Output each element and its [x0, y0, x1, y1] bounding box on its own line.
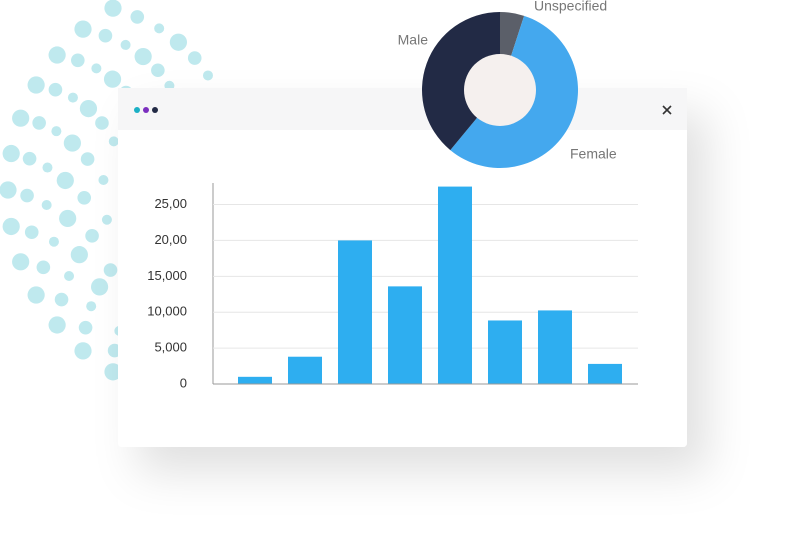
dot: [101, 214, 112, 225]
dot: [2, 144, 20, 163]
window-dot: [134, 107, 140, 113]
dot: [154, 23, 165, 34]
dot: [98, 28, 113, 43]
y-tick-label: 0: [180, 375, 187, 390]
dot: [104, 363, 122, 381]
y-tick-label: 10,000: [147, 304, 187, 319]
y-tick-label: 5,000: [154, 340, 187, 355]
dot: [74, 342, 92, 360]
donut-hole: [464, 54, 536, 126]
dot: [22, 151, 37, 166]
dot: [151, 63, 165, 78]
dot: [187, 51, 202, 65]
dot: [27, 76, 45, 94]
close-icon[interactable]: [662, 105, 672, 115]
dot: [80, 152, 95, 166]
y-tick-label: 20,00: [154, 232, 187, 247]
dot: [63, 134, 81, 152]
bar: [538, 310, 572, 384]
dot: [54, 292, 69, 307]
dot: [120, 39, 131, 50]
window-dot: [143, 107, 149, 113]
dot: [95, 116, 109, 130]
dot: [2, 217, 20, 236]
dot: [169, 33, 188, 51]
dot: [56, 171, 74, 190]
dot: [20, 188, 34, 203]
dot: [103, 263, 118, 277]
dot: [130, 10, 145, 24]
bar: [588, 363, 622, 384]
window-body: [118, 88, 687, 447]
dot: [202, 70, 213, 81]
dot: [48, 316, 66, 334]
dot: [32, 116, 46, 130]
dot: [91, 63, 102, 74]
dot: [98, 174, 109, 185]
dot: [48, 82, 63, 97]
dot: [36, 260, 51, 275]
dot: [79, 99, 98, 118]
donut-chart: Unspecified Female Male: [398, 0, 617, 168]
dot: [86, 301, 97, 312]
bar: [388, 286, 422, 384]
bar-chart: 0 5,000 10,000 15,000 20,00 25,00: [147, 186, 638, 390]
dot: [134, 47, 152, 66]
dot: [27, 286, 45, 304]
bar: [488, 320, 522, 384]
donut-label: Male: [398, 32, 429, 48]
dot: [24, 225, 39, 240]
bar: [438, 186, 472, 384]
dot: [104, 0, 122, 17]
dot: [103, 70, 122, 88]
dot: [48, 46, 66, 64]
dot: [51, 126, 62, 137]
dot: [77, 190, 92, 205]
dot: [70, 246, 88, 264]
dot: [85, 229, 99, 243]
donut-label: Female: [570, 146, 617, 162]
bar: [238, 376, 272, 384]
donut-slice: [421, 12, 500, 151]
dot: [12, 109, 30, 127]
bar: [338, 240, 372, 384]
y-tick-label: 15,000: [147, 268, 187, 283]
bar: [288, 356, 322, 384]
window-dot: [152, 107, 158, 113]
dot: [12, 253, 30, 271]
dot: [67, 92, 78, 103]
donut-label: Unspecified: [534, 0, 607, 14]
dot: [41, 199, 52, 210]
dot: [0, 181, 17, 199]
dot: [42, 162, 53, 173]
window: [118, 88, 687, 447]
dot: [59, 209, 77, 228]
dot: [71, 53, 85, 68]
dot: [78, 320, 93, 335]
window-header: [118, 88, 687, 130]
dot: [107, 343, 122, 358]
dot: [64, 271, 75, 281]
dot: [108, 136, 119, 147]
dot: [74, 20, 92, 38]
dot: [48, 236, 59, 247]
y-tick-label: 25,00: [154, 196, 187, 211]
dot: [90, 278, 109, 296]
